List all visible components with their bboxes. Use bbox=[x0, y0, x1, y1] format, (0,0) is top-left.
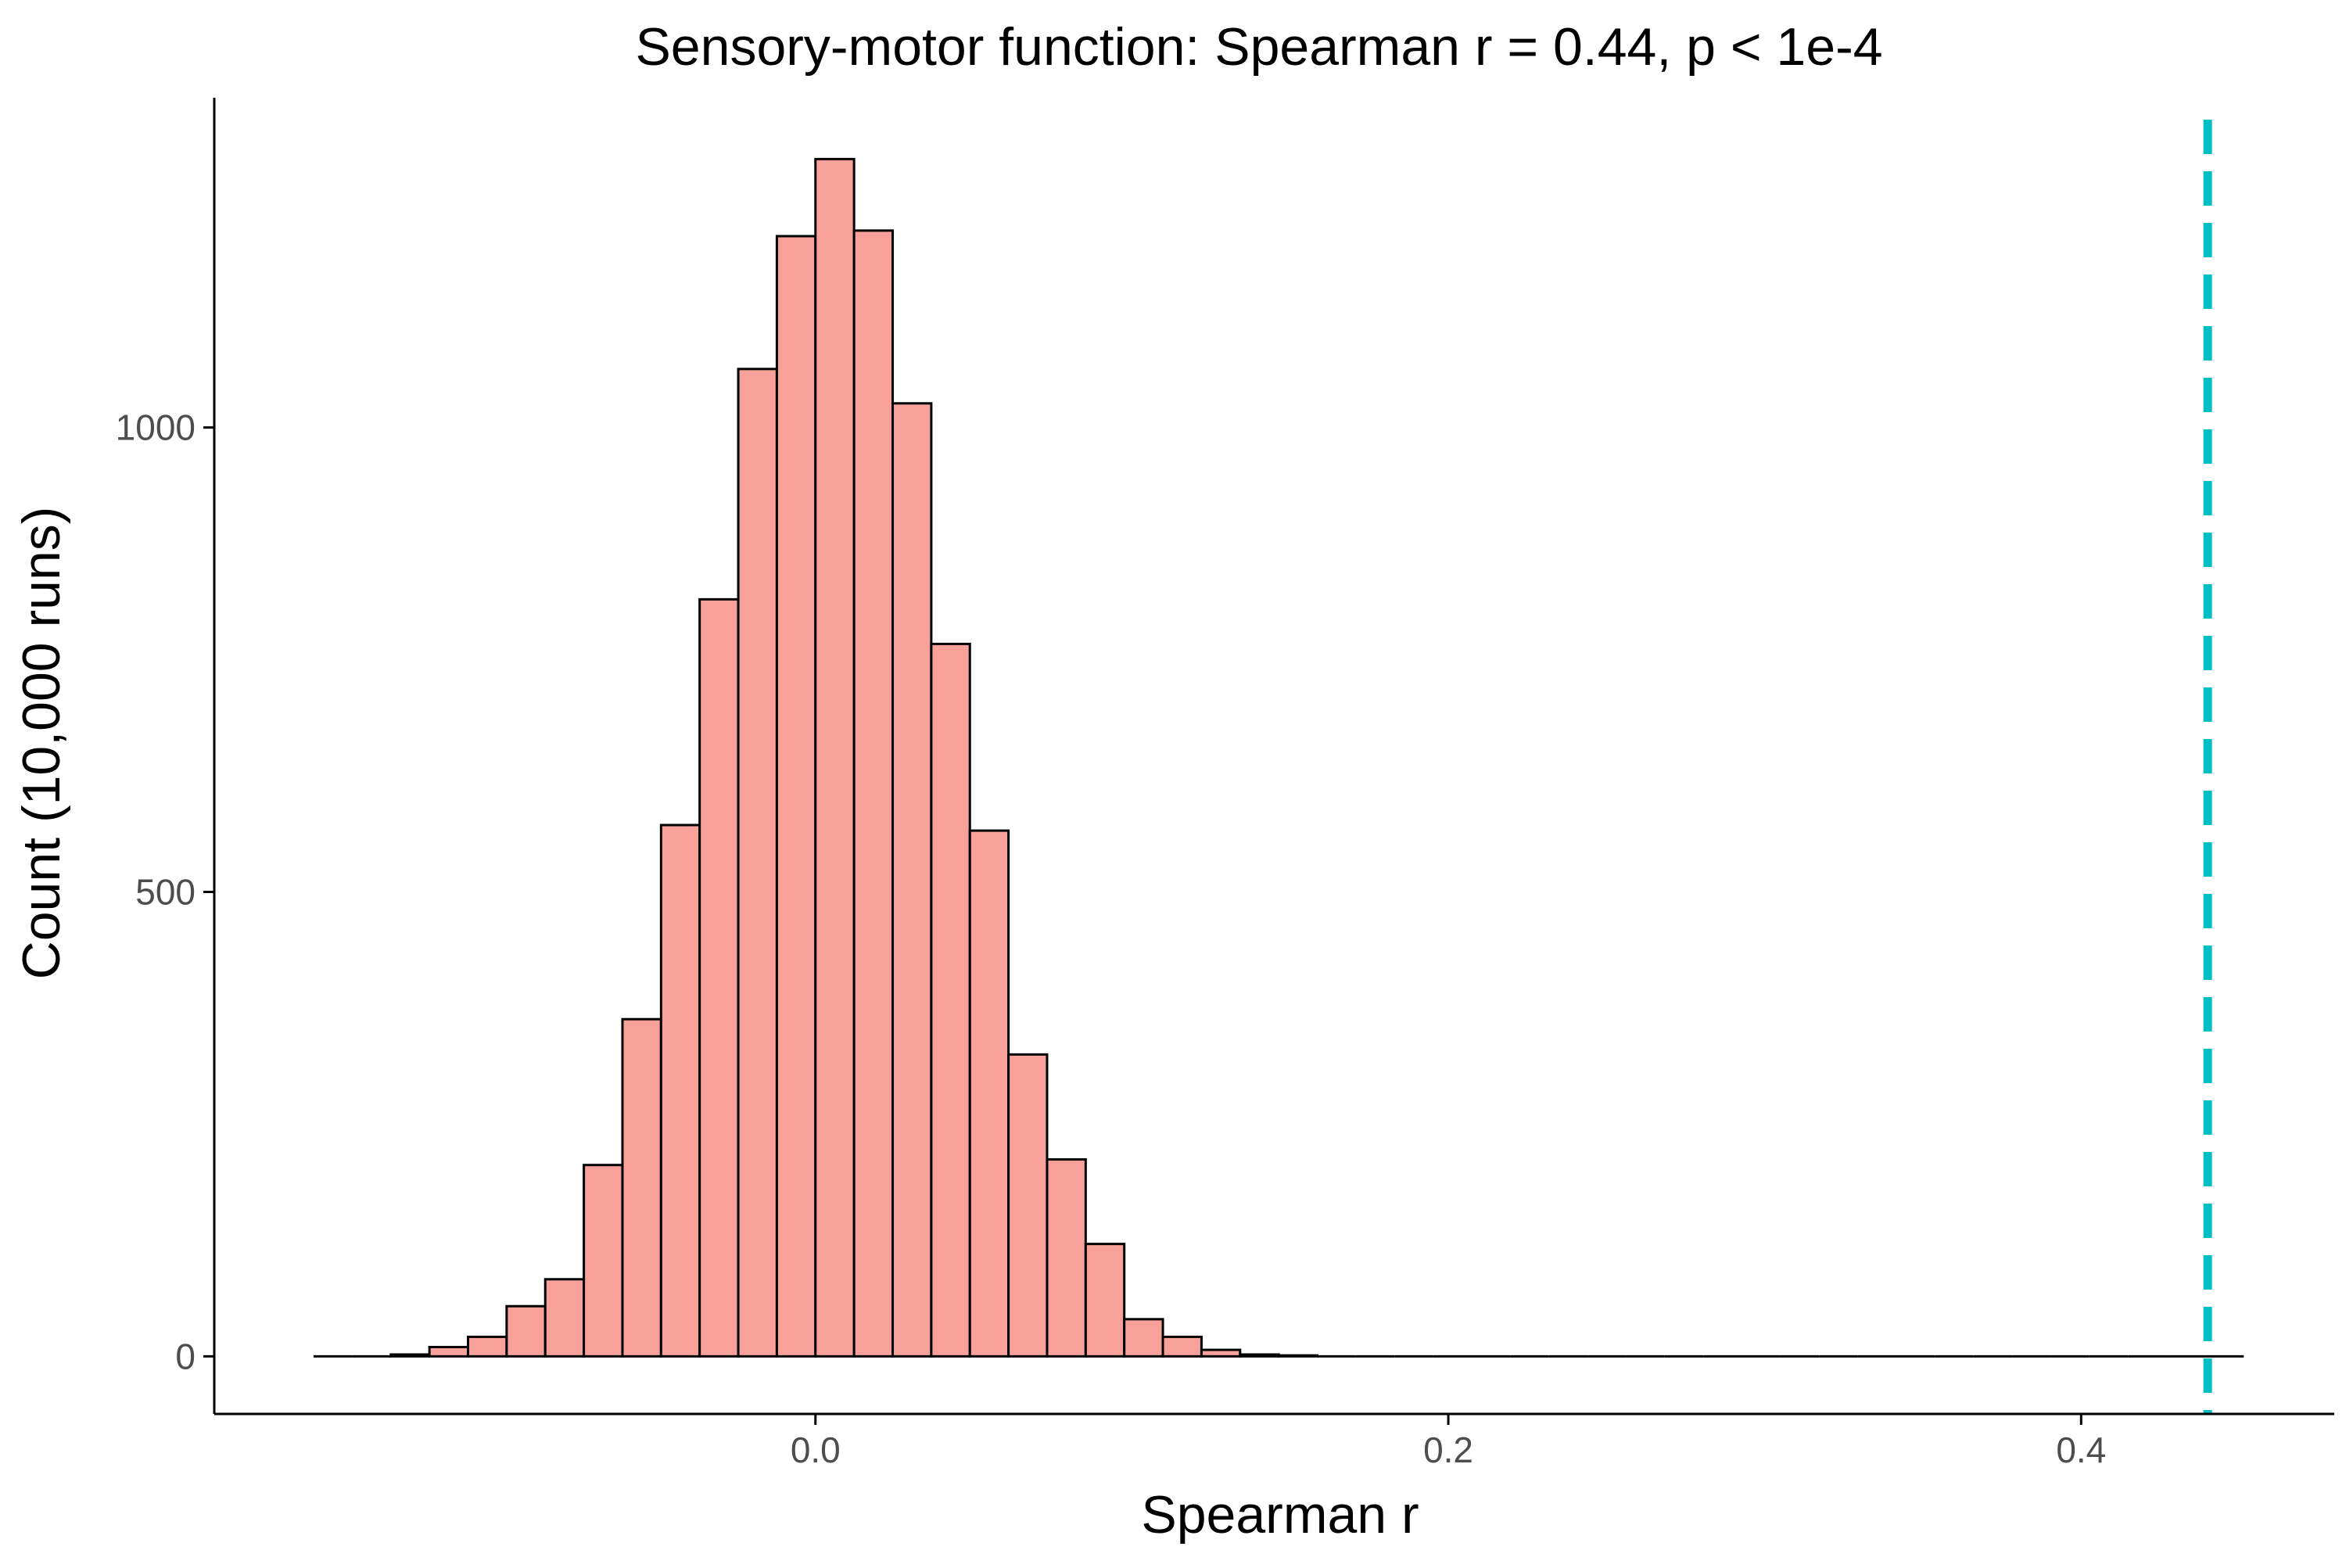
histogram-bar bbox=[1046, 1158, 1087, 1358]
histogram-bar bbox=[659, 823, 701, 1358]
histogram-bar bbox=[930, 642, 971, 1358]
y-axis-title: Count (10,000 runs) bbox=[12, 507, 71, 980]
y-tick-label: 500 bbox=[135, 872, 196, 913]
histogram-bar bbox=[467, 1335, 508, 1358]
x-tick-label: 0.0 bbox=[791, 1430, 841, 1470]
histogram-bar bbox=[1007, 1053, 1049, 1358]
histogram-bars bbox=[314, 157, 2244, 1358]
histogram-bar bbox=[852, 229, 895, 1358]
x-tick-label: 0.4 bbox=[2056, 1430, 2106, 1470]
histogram-bar bbox=[621, 1017, 662, 1358]
histogram-bar bbox=[1123, 1318, 1164, 1358]
histogram-bar bbox=[428, 1345, 470, 1358]
histogram-bar bbox=[1200, 1348, 1242, 1358]
histogram-bar bbox=[814, 157, 856, 1358]
y-axis-ticks: 0 500 1000 bbox=[116, 407, 214, 1376]
histogram-bar bbox=[1084, 1243, 1126, 1358]
histogram-bar bbox=[737, 368, 778, 1358]
histogram-bar bbox=[389, 1353, 431, 1358]
y-tick-label: 0 bbox=[175, 1336, 196, 1376]
histogram-bar bbox=[1239, 1353, 1280, 1358]
y-tick-label: 1000 bbox=[116, 407, 196, 448]
histogram-bar bbox=[698, 597, 740, 1358]
histogram-bar bbox=[583, 1164, 624, 1358]
x-axis-ticks: 0.0 0.2 0.4 bbox=[791, 1414, 2106, 1470]
histogram-bar bbox=[505, 1304, 547, 1358]
chart-title: Sensory-motor function: Spearman r = 0.4… bbox=[635, 17, 1882, 77]
histogram-bar bbox=[1277, 1354, 1319, 1358]
histogram-bar bbox=[891, 402, 933, 1358]
x-axis-title: Spearman r bbox=[1141, 1485, 1419, 1545]
histogram-bar bbox=[543, 1278, 586, 1358]
histogram-bar bbox=[775, 235, 817, 1358]
histogram-bar bbox=[968, 829, 1010, 1358]
x-tick-label: 0.2 bbox=[1423, 1430, 1473, 1470]
histogram-bar bbox=[1161, 1335, 1203, 1358]
